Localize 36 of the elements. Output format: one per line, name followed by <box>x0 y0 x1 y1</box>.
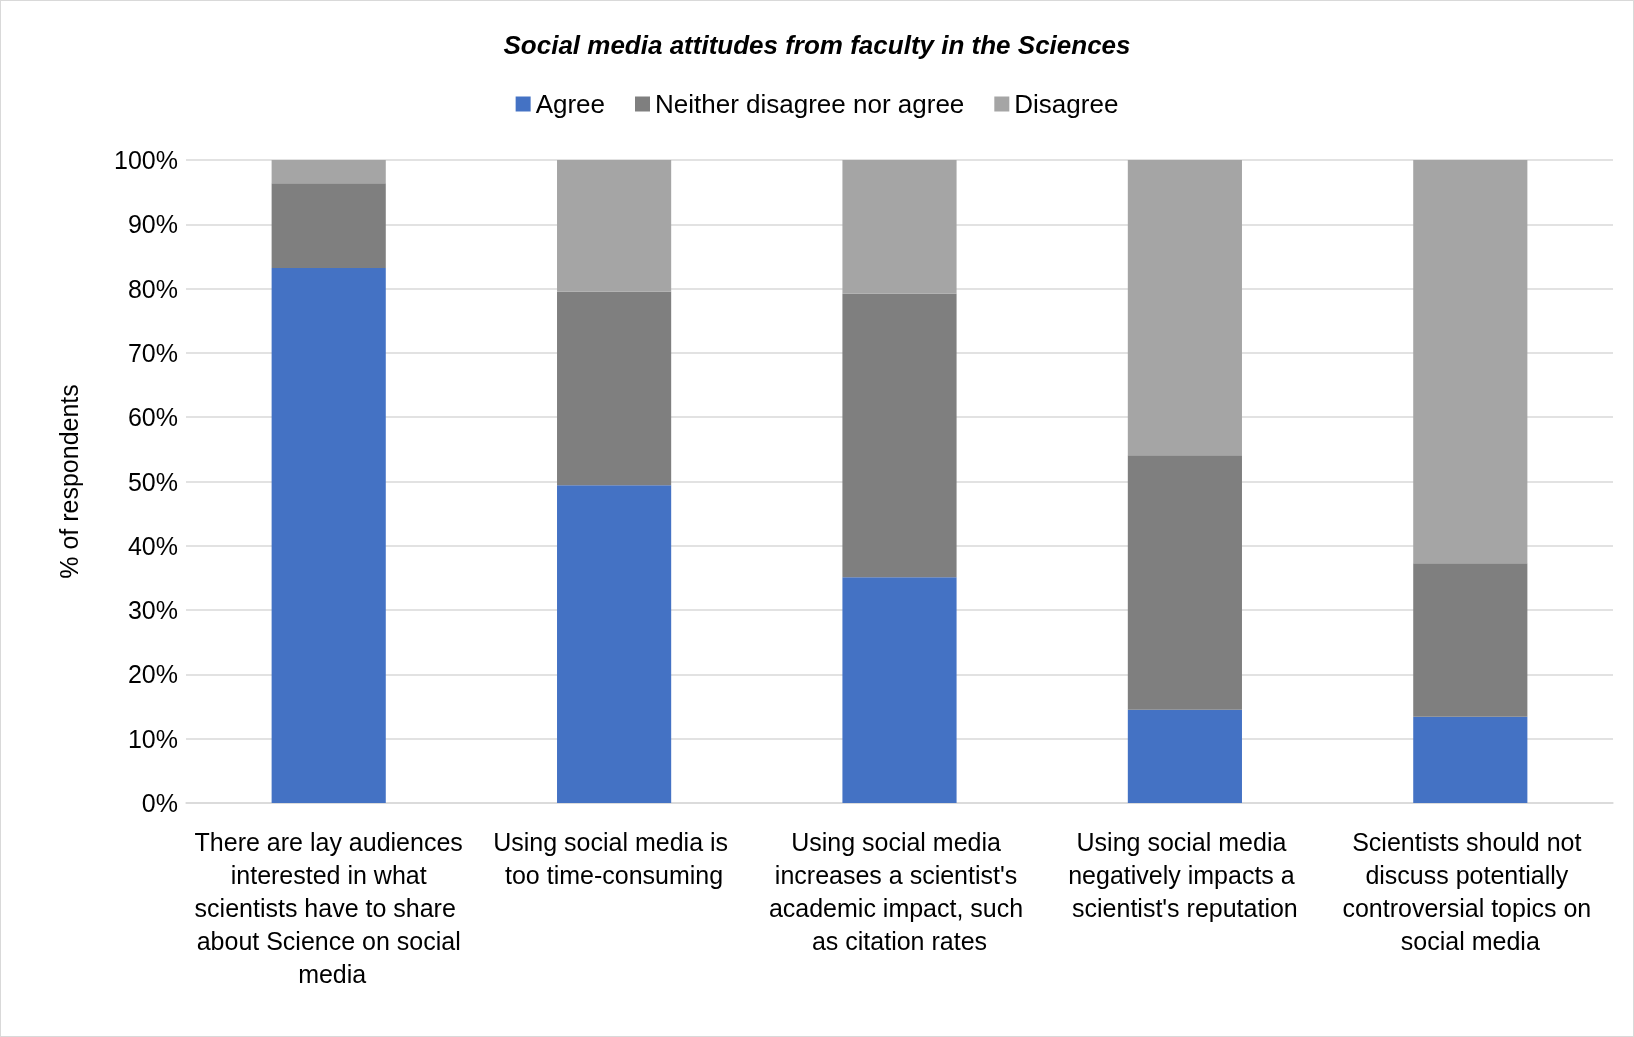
bar <box>842 293 957 578</box>
x-tick-label: Using social media is too time-consuming <box>493 827 735 889</box>
y-tick-label: 50% <box>127 467 178 496</box>
bar <box>1413 160 1528 564</box>
y-tick-label: 20% <box>127 660 178 689</box>
legend-label: Disagree <box>1014 89 1119 119</box>
bar <box>557 485 672 803</box>
bar <box>1413 563 1528 717</box>
legend-label: Agree <box>535 89 606 119</box>
bar <box>271 160 386 184</box>
y-tick-label: 90% <box>127 210 178 239</box>
y-tick-label: 60% <box>127 403 178 432</box>
chart-title: Social media attitudes from faculty in the Sciences <box>503 30 1131 60</box>
y-tick-label: 70% <box>127 338 178 367</box>
bar <box>1127 160 1242 456</box>
x-tick-label: Scientists should not discuss potentially controversial topics on social media <box>1342 827 1599 955</box>
y-tick-label: 10% <box>127 724 178 753</box>
y-axis-title: % of respondents <box>54 384 83 579</box>
y-tick-label: 40% <box>127 531 178 560</box>
bar <box>842 160 957 294</box>
bar <box>842 577 957 803</box>
bar <box>1413 716 1528 803</box>
bar <box>1127 455 1242 710</box>
bar <box>271 268 386 803</box>
y-tick-label: 80% <box>127 274 178 303</box>
x-tick-label: Using social media increases a scientist's academic impact, such as citation rates <box>768 827 1031 955</box>
bar <box>557 291 672 486</box>
bar <box>271 183 386 269</box>
y-tick-label: 30% <box>127 596 178 625</box>
y-tick-label: 0% <box>141 789 178 817</box>
x-tick-label: Using social media negatively impacts a scientist's reputation <box>1068 827 1302 922</box>
bar <box>1127 709 1242 803</box>
legend-label: Neither disagree nor agree <box>655 89 965 119</box>
bar <box>557 160 672 292</box>
y-tick-label: 100% <box>114 146 178 174</box>
x-tick-label: There are lay audiences interested in what scientists have to share about Science on social media <box>194 827 463 988</box>
